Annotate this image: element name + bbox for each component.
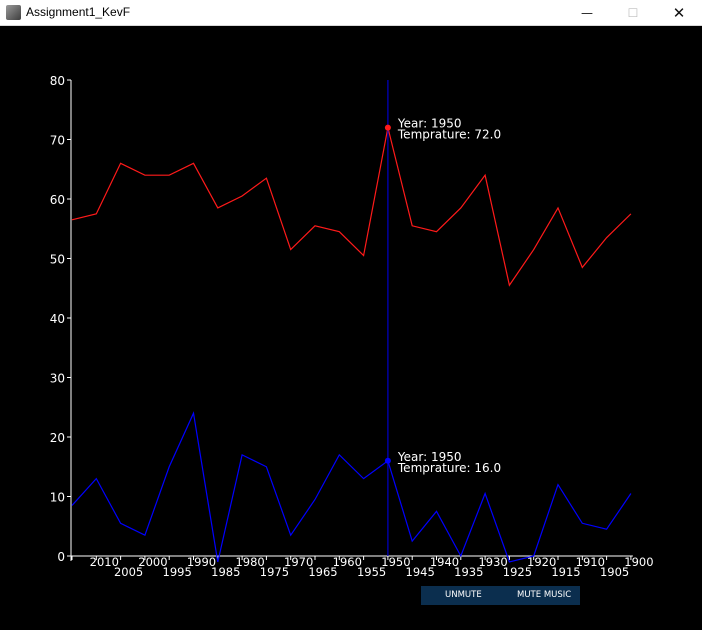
cursor-year-label: Year: 1950 <box>397 450 462 464</box>
y-tick-label: 70 <box>50 134 65 148</box>
x-tick-label: 2005 <box>114 565 143 579</box>
minimize-button[interactable]: — <box>581 6 593 20</box>
cursor-year-label: Year: 1950 <box>397 117 462 131</box>
series-line-blue <box>71 411 632 563</box>
x-tick-label: 1940 <box>430 555 459 569</box>
y-tick-label: 10 <box>50 491 65 505</box>
x-tick-label: 1945 <box>406 565 435 579</box>
x-tick-label: 1970 <box>284 555 313 569</box>
x-tick-label: 1950 <box>381 555 410 569</box>
cursor-temp-label: Temprature: 16.0 <box>397 461 501 475</box>
cursor-point <box>384 124 391 131</box>
y-tick-label: 20 <box>50 431 65 445</box>
cursor-temp-label: Temprature: 72.0 <box>397 128 501 142</box>
y-tick-label: 80 <box>50 74 65 88</box>
x-tick-label: 1930 <box>478 555 507 569</box>
audio-controls-bar: UNMUTE MUTE MUSIC <box>421 586 580 605</box>
x-tick-label: 1985 <box>211 565 240 579</box>
window-titlebar[interactable]: Assignment1_KevF — ☐ ✕ <box>0 0 702 26</box>
unmute-button[interactable]: UNMUTE <box>445 590 482 600</box>
y-tick-label: 30 <box>50 372 65 386</box>
y-tick-label: 40 <box>50 312 65 326</box>
x-tick-label: 1935 <box>454 565 483 579</box>
maximize-button[interactable]: ☐ <box>627 6 639 20</box>
chart-canvas[interactable]: 0 10 20 30 40 50 60 70 80 2010 2000 1990 1980 1970 196… <box>1 26 701 626</box>
x-tick-label: 1960 <box>333 555 362 569</box>
cursor-point <box>384 457 391 464</box>
window-title: Assignment1_KevF <box>26 5 131 19</box>
y-tick-label: 50 <box>50 253 65 267</box>
y-tick-label: 60 <box>50 193 65 207</box>
x-tick-label: 1915 <box>551 565 580 579</box>
x-tick-label: 2010 <box>90 555 119 569</box>
x-tick-label: 1910 <box>576 555 605 569</box>
x-tick-label: 1975 <box>260 565 289 579</box>
x-tick-label: 1980 <box>235 555 264 569</box>
x-tick-label: 1920 <box>527 555 556 569</box>
x-tick-label: 1990 <box>187 555 216 569</box>
x-tick-label: 2000 <box>138 555 167 569</box>
x-tick-label: 1900 <box>624 555 653 569</box>
x-tick-label: 1925 <box>503 565 532 579</box>
app-icon <box>6 5 21 20</box>
x-tick-label: 1955 <box>357 565 386 579</box>
mute-music-button[interactable]: MUTE MUSIC <box>517 590 572 600</box>
series-line-red <box>71 127 632 287</box>
x-tick-label: 1995 <box>163 565 192 579</box>
x-tick-label: 1905 <box>600 565 629 579</box>
close-button[interactable]: ✕ <box>672 4 686 22</box>
x-tick-label: 1965 <box>308 565 337 579</box>
y-tick-label: 0 <box>57 550 65 564</box>
